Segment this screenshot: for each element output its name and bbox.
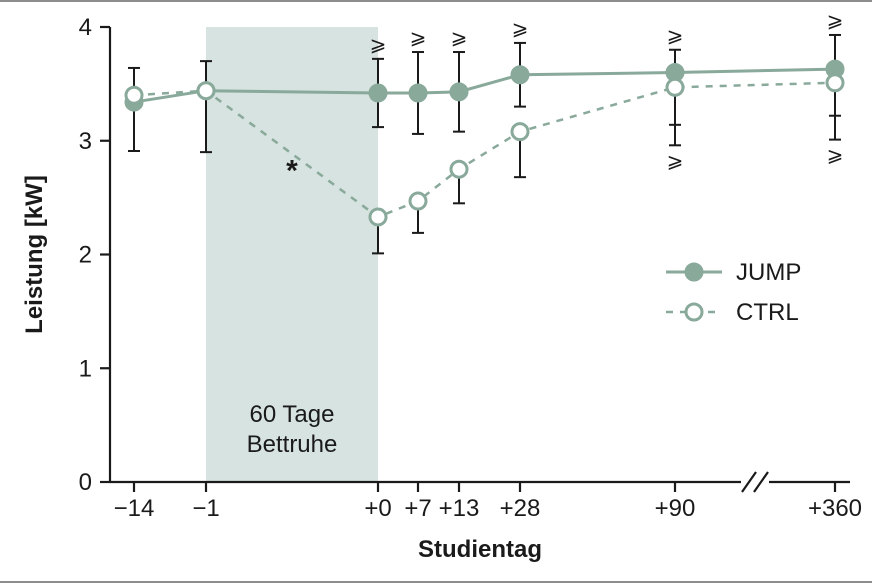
marker-ctrl — [410, 193, 426, 209]
axis-break-mark — [754, 472, 768, 492]
marker-ctrl — [667, 79, 683, 95]
x-tick-label: −14 — [114, 495, 155, 522]
y-tick-label: 0 — [79, 469, 92, 496]
y-tick-label: 3 — [79, 128, 92, 155]
marker-ctrl — [512, 124, 528, 140]
marker-ctrl — [827, 75, 843, 91]
y-tick-label: 1 — [79, 355, 92, 382]
point-annotation: ⩾ — [827, 145, 844, 167]
marker-ctrl — [451, 161, 467, 177]
legend-marker — [686, 264, 702, 280]
marker-jump — [370, 85, 386, 101]
point-annotation: ⩾ — [512, 18, 529, 40]
marker-jump — [451, 84, 467, 100]
point-annotation: ⩾ — [827, 10, 844, 32]
legend-label: CTRL — [736, 299, 799, 326]
marker-ctrl — [198, 83, 214, 99]
marker-jump — [512, 67, 528, 83]
chart-container: 60 Tage Bettruhe 0 1 2 3 4 Leistung [kW] −14 −1 +0… — [0, 0, 872, 583]
x-axis-title: Studientag — [418, 536, 542, 563]
x-tick-label: +360 — [808, 495, 862, 522]
point-annotation: ⩾ — [370, 34, 387, 56]
point-annotation: ⩾ — [451, 27, 468, 49]
point-annotation: ⩾ — [410, 27, 427, 49]
y-tick-label: 4 — [79, 14, 92, 41]
legend-label: JUMP — [736, 259, 801, 286]
chart-svg: 60 Tage Bettruhe 0 1 2 3 4 Leistung [kW] −14 −1 +0… — [0, 2, 872, 585]
shaded-label-line1: 60 Tage — [250, 401, 335, 428]
point-annotation: ⩾ — [667, 25, 684, 47]
y-axis-title: Leistung [kW] — [21, 175, 48, 334]
axis-break-mark — [742, 472, 756, 492]
x-tick-label: −1 — [192, 495, 219, 522]
x-tick-label: +28 — [500, 495, 541, 522]
x-tick-label: +90 — [655, 495, 696, 522]
legend-marker — [686, 304, 702, 320]
shaded-label-line2: Bettruhe — [247, 431, 338, 458]
x-tick-label: +7 — [404, 495, 431, 522]
marker-ctrl — [126, 87, 142, 103]
asterisk-annotation: * — [286, 155, 298, 188]
point-annotation: ⩾ — [667, 150, 684, 172]
x-tick-label: +0 — [364, 495, 391, 522]
x-tick-label: +13 — [439, 495, 480, 522]
marker-jump — [410, 85, 426, 101]
y-tick-label: 2 — [79, 242, 92, 269]
marker-ctrl — [370, 209, 386, 225]
